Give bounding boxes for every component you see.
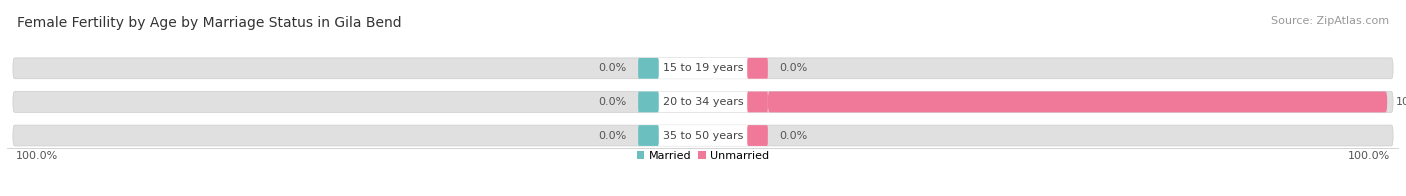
Text: 20 to 34 years: 20 to 34 years	[662, 97, 744, 107]
FancyBboxPatch shape	[747, 125, 768, 146]
FancyBboxPatch shape	[638, 125, 659, 146]
Text: 0.0%: 0.0%	[598, 131, 626, 141]
Text: 15 to 19 years: 15 to 19 years	[662, 63, 744, 73]
Text: 0.0%: 0.0%	[780, 63, 808, 73]
FancyBboxPatch shape	[638, 92, 768, 112]
Text: 100.0%: 100.0%	[1396, 97, 1406, 107]
Text: Source: ZipAtlas.com: Source: ZipAtlas.com	[1271, 16, 1389, 26]
Text: 100.0%: 100.0%	[15, 151, 58, 161]
Text: 0.0%: 0.0%	[598, 97, 626, 107]
FancyBboxPatch shape	[13, 92, 1393, 112]
Text: 100.0%: 100.0%	[1348, 151, 1391, 161]
FancyBboxPatch shape	[638, 92, 659, 112]
Text: 0.0%: 0.0%	[598, 63, 626, 73]
FancyBboxPatch shape	[747, 58, 768, 79]
FancyBboxPatch shape	[638, 125, 768, 146]
FancyBboxPatch shape	[747, 92, 768, 112]
FancyBboxPatch shape	[768, 92, 1388, 112]
FancyBboxPatch shape	[638, 58, 768, 79]
Text: 0.0%: 0.0%	[780, 131, 808, 141]
Text: 35 to 50 years: 35 to 50 years	[662, 131, 744, 141]
FancyBboxPatch shape	[638, 58, 659, 79]
FancyBboxPatch shape	[13, 125, 1393, 146]
Legend: Married, Unmarried: Married, Unmarried	[637, 151, 769, 161]
Text: Female Fertility by Age by Marriage Status in Gila Bend: Female Fertility by Age by Marriage Stat…	[17, 16, 402, 30]
FancyBboxPatch shape	[13, 58, 1393, 79]
